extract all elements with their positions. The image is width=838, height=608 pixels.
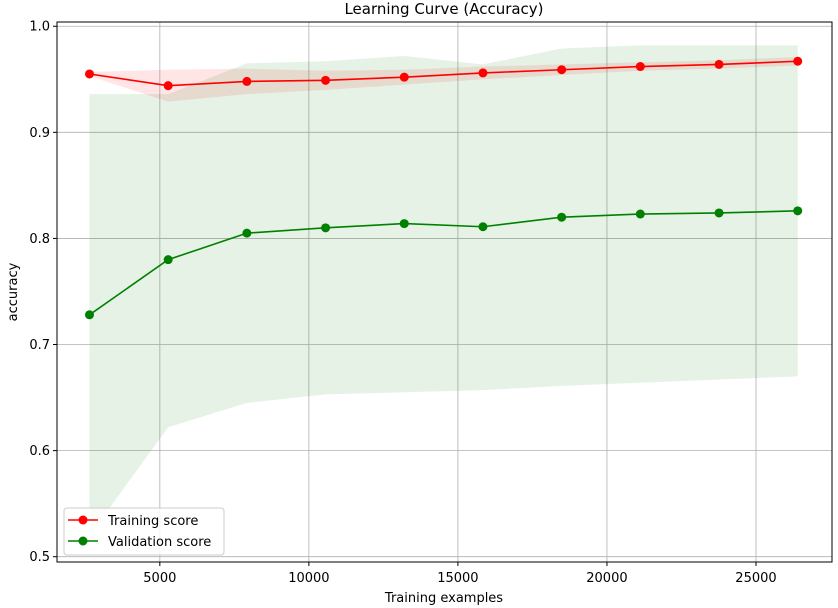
y-tick-label: 0.7 bbox=[29, 338, 50, 353]
x-tick-label: 20000 bbox=[586, 571, 627, 586]
validation-score-point bbox=[714, 208, 724, 218]
chart-title: Learning Curve (Accuracy) bbox=[344, 0, 543, 18]
validation-score-point bbox=[242, 228, 252, 238]
x-tick-label: 15000 bbox=[437, 571, 478, 586]
validation-score-point bbox=[635, 209, 645, 219]
training-score-line bbox=[89, 60, 798, 87]
y-axis-label: accuracy bbox=[6, 262, 21, 321]
grid bbox=[57, 22, 832, 562]
y-tick-label: 1.0 bbox=[29, 20, 50, 35]
validation-score-point bbox=[399, 219, 409, 229]
y-tick-label: 0.8 bbox=[29, 232, 50, 247]
training-score-point bbox=[242, 76, 252, 86]
validation-score-point bbox=[84, 310, 94, 320]
validation-score-point bbox=[793, 206, 803, 216]
validation-score-point bbox=[557, 212, 567, 222]
training-score-point bbox=[557, 65, 567, 75]
validation-score-point bbox=[478, 222, 488, 232]
plot-frame bbox=[56, 21, 833, 563]
y-tick-label: 0.9 bbox=[29, 126, 50, 141]
legend-label-training: Training score bbox=[107, 514, 198, 529]
legend-marker-validation bbox=[78, 536, 88, 546]
legend: Training score Validation score bbox=[63, 507, 225, 556]
series-lines bbox=[89, 60, 798, 316]
x-axis-ticks: 5000 10000 15000 20000 25000 bbox=[143, 562, 777, 586]
validation-score-point bbox=[163, 255, 173, 265]
training-score-point bbox=[635, 62, 645, 72]
training-score-point bbox=[163, 81, 173, 91]
validation-score-band bbox=[89, 45, 798, 536]
training-score-point bbox=[793, 56, 803, 66]
legend-marker-training bbox=[78, 515, 88, 525]
validation-score-point bbox=[321, 223, 331, 233]
y-tick-label: 0.6 bbox=[29, 444, 50, 459]
x-tick-label: 10000 bbox=[288, 571, 329, 586]
x-axis-label: Training examples bbox=[384, 591, 503, 606]
training-score-point bbox=[399, 72, 409, 82]
series-markers bbox=[84, 56, 803, 320]
training-score-point bbox=[321, 75, 331, 85]
legend-box bbox=[63, 507, 225, 556]
y-tick-label: 0.5 bbox=[29, 550, 50, 565]
y-axis-ticks: 0.5 0.6 0.7 0.8 0.9 1.0 bbox=[29, 20, 57, 565]
x-tick-label: 5000 bbox=[143, 571, 176, 586]
legend-label-validation: Validation score bbox=[108, 535, 211, 550]
training-score-point bbox=[478, 68, 488, 78]
training-score-point bbox=[84, 69, 94, 79]
x-tick-label: 25000 bbox=[735, 571, 776, 586]
validation-score-line bbox=[89, 210, 798, 316]
training-score-point bbox=[714, 59, 724, 69]
